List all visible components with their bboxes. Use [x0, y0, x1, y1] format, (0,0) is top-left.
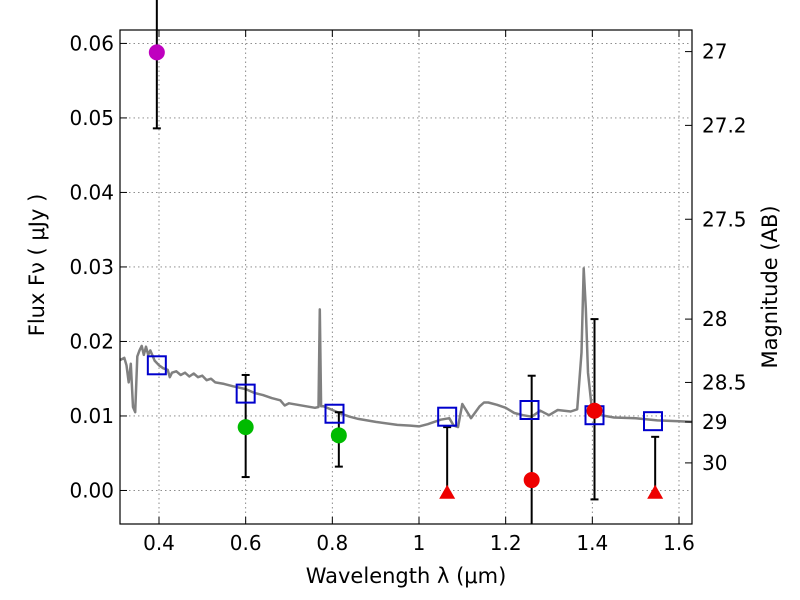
data-circle-marker — [148, 44, 165, 61]
y2-tick-label: 29 — [702, 410, 727, 434]
model-square-marker — [643, 411, 663, 432]
y-tick-label: 0.06 — [69, 31, 114, 55]
model-square-marker — [146, 355, 167, 376]
plot-frame — [119, 29, 693, 525]
x-ticks: 0.4 0.6 0.8 1 1.2 1.4 1.6 — [143, 30, 695, 555]
y-tick-label: 0.05 — [69, 106, 114, 130]
x-tick-label: 1 — [413, 531, 426, 555]
y2-tick-label: 28.5 — [702, 370, 747, 394]
y-tick-label: 0.00 — [69, 478, 114, 502]
y-tick-label: 0.03 — [69, 255, 114, 279]
data-circle-marker — [330, 427, 347, 444]
error-bars — [152, 0, 660, 524]
y2-tick-label: 30 — [702, 451, 727, 475]
y-ticks: 0.00 0.01 0.02 0.03 0.04 0.05 0.06 — [69, 31, 127, 502]
data-circle-marker — [237, 419, 254, 436]
y2-ticks: 27 27.2 27.5 28 28.5 29 30 — [685, 40, 747, 475]
grid-lines — [120, 30, 692, 524]
y2-tick-label: 27.5 — [702, 207, 747, 231]
x-tick-label: 1.4 — [576, 531, 608, 555]
x-tick-label: 1.6 — [663, 531, 695, 555]
data-circle-marker — [586, 402, 603, 419]
y-axis-label: Flux Fν ( μJy ) — [25, 194, 49, 337]
y-tick-label: 0.04 — [69, 180, 114, 204]
y2-tick-label: 28 — [702, 307, 727, 331]
x-axis-label: Wavelength λ (μm) — [306, 564, 507, 588]
x-tick-label: 0.8 — [316, 531, 348, 555]
model-square-marker — [324, 403, 345, 424]
sed-model-line — [119, 267, 693, 429]
model-square-marker — [437, 406, 458, 427]
upper-limit-triangle — [439, 484, 456, 499]
y2-axis-label: Magnitude (AB) — [758, 205, 782, 368]
upper-limit-triangle — [647, 484, 664, 499]
x-tick-label: 0.4 — [143, 531, 175, 555]
model-square-marker — [235, 383, 256, 404]
sed-model-layer — [119, 267, 693, 429]
y2-tick-label: 27.2 — [702, 113, 747, 137]
y2-tick-label: 27 — [702, 40, 727, 64]
y-tick-label: 0.02 — [69, 329, 114, 353]
x-tick-label: 0.6 — [230, 531, 262, 555]
model-square-marker — [519, 400, 540, 420]
y-tick-label: 0.01 — [69, 404, 114, 428]
data-markers — [146, 44, 664, 499]
x-tick-label: 1.2 — [490, 531, 522, 555]
data-circle-marker — [523, 472, 540, 489]
